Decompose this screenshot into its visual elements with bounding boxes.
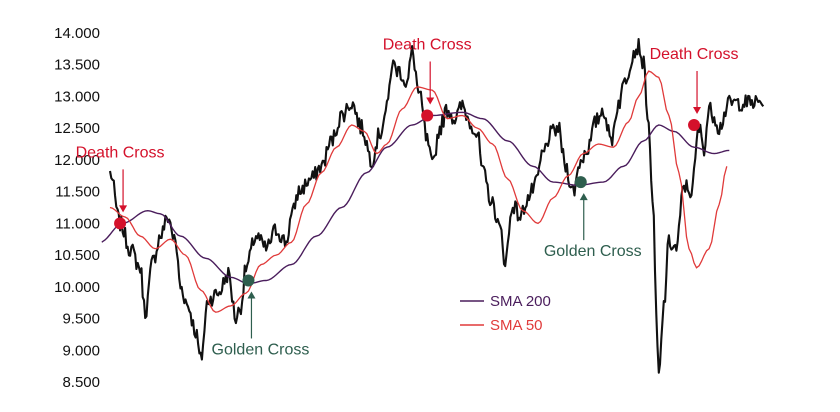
death-cross-arrowhead xyxy=(119,205,128,213)
golden-cross-marker xyxy=(242,274,255,287)
golden-cross-label: Golden Cross xyxy=(212,341,310,358)
death-cross-marker xyxy=(688,119,701,132)
y-tick-label: 12.000 xyxy=(54,152,100,169)
death-cross-marker xyxy=(114,217,127,230)
price-line xyxy=(108,37,765,374)
y-tick-label: 9.000 xyxy=(62,342,100,359)
death-cross-marker xyxy=(421,109,434,122)
y-tick-label: 11.500 xyxy=(55,184,100,201)
y-tick-label: 8.500 xyxy=(62,374,100,391)
y-tick-label: 14.000 xyxy=(54,25,100,42)
legend-sma-50-label: SMA 50 xyxy=(490,317,543,334)
y-tick-label: 13.500 xyxy=(54,57,100,74)
death-cross-arrowhead xyxy=(426,97,435,105)
y-tick-label: 9.500 xyxy=(62,311,100,328)
legend-sma-200-label: SMA 200 xyxy=(490,293,551,310)
y-tick-label: 12.500 xyxy=(54,120,100,137)
golden-cross-marker xyxy=(574,176,587,189)
death-cross-label: Death Cross xyxy=(383,36,472,53)
y-tick-label: 10.500 xyxy=(54,247,100,264)
death-cross-label: Death Cross xyxy=(650,46,739,63)
sma-50-line xyxy=(109,70,728,313)
golden-cross-label: Golden Cross xyxy=(544,243,642,260)
y-tick-label: 11.000 xyxy=(55,215,100,232)
death-cross-arrowhead xyxy=(693,107,702,115)
golden-cross-arrowhead xyxy=(579,193,588,201)
death-cross-label: Death Cross xyxy=(76,144,165,161)
golden-cross-arrowhead xyxy=(247,291,256,299)
sma-200-line xyxy=(101,111,730,285)
y-tick-label: 10.000 xyxy=(54,279,100,296)
y-tick-label: 13.000 xyxy=(54,88,100,105)
